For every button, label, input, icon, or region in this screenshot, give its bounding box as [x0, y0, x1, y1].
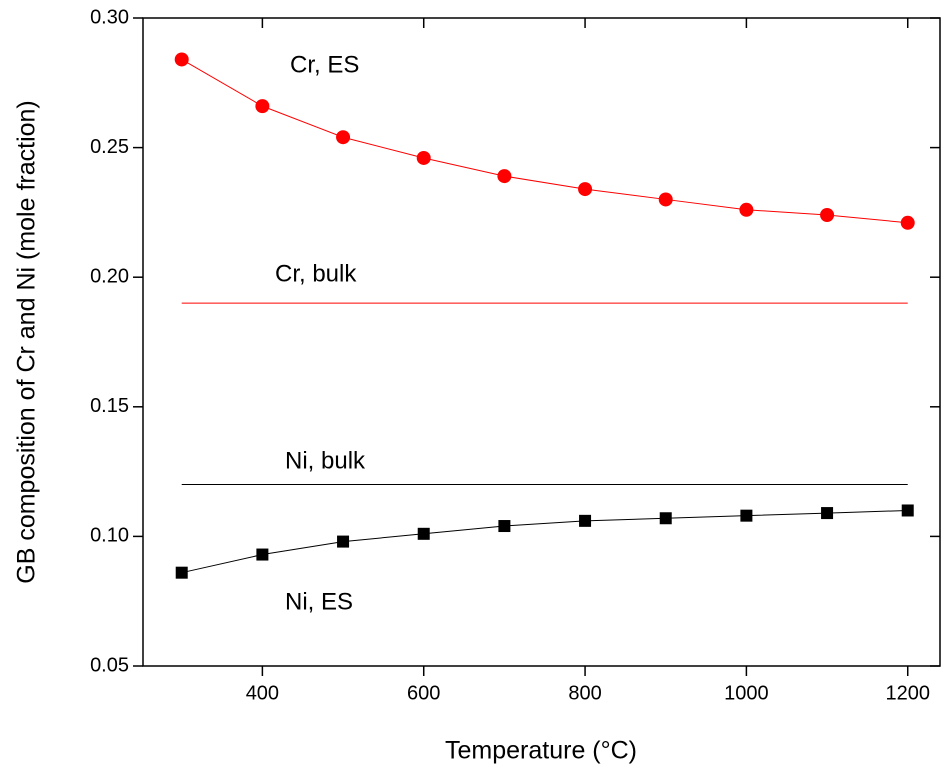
series-label: Cr, bulk — [275, 260, 357, 287]
series-line — [181, 509, 908, 574]
point — [659, 512, 672, 525]
y-tick-label: 0.10 — [90, 525, 129, 547]
point — [578, 182, 593, 197]
y-tick-label: 0.05 — [90, 654, 129, 676]
y-tick-label: 0.25 — [90, 136, 129, 158]
point — [820, 207, 835, 222]
point — [901, 504, 914, 517]
point — [255, 99, 270, 114]
point — [900, 215, 915, 230]
x-tick-label: 600 — [407, 682, 440, 704]
x-tick-label: 800 — [568, 682, 601, 704]
point — [497, 169, 512, 184]
point — [739, 202, 754, 217]
x-axis-label: Temperature (°C) — [445, 737, 637, 765]
series-line — [181, 59, 908, 224]
y-tick-label: 0.15 — [90, 395, 129, 417]
point — [416, 150, 431, 165]
point — [337, 535, 350, 548]
point — [336, 130, 351, 145]
point — [256, 548, 269, 561]
series-label: Ni, bulk — [285, 447, 366, 474]
x-tick-label: 400 — [246, 682, 279, 704]
point — [417, 527, 430, 540]
point — [175, 566, 188, 579]
point — [740, 509, 753, 522]
point — [821, 507, 834, 520]
point — [658, 192, 673, 207]
y-axis-label: GB composition of Cr and Ni (mole fracti… — [13, 100, 41, 584]
plot-frame — [142, 17, 941, 667]
point — [579, 514, 592, 527]
x-tick-label: 1000 — [724, 682, 769, 704]
series-label: Cr, ES — [290, 51, 359, 78]
point — [498, 520, 511, 533]
y-tick-label: 0.20 — [90, 265, 129, 287]
point — [174, 52, 189, 67]
y-tick-label: 0.30 — [90, 6, 129, 28]
series-label: Ni, ES — [285, 588, 353, 615]
x-tick-label: 1200 — [885, 682, 930, 704]
